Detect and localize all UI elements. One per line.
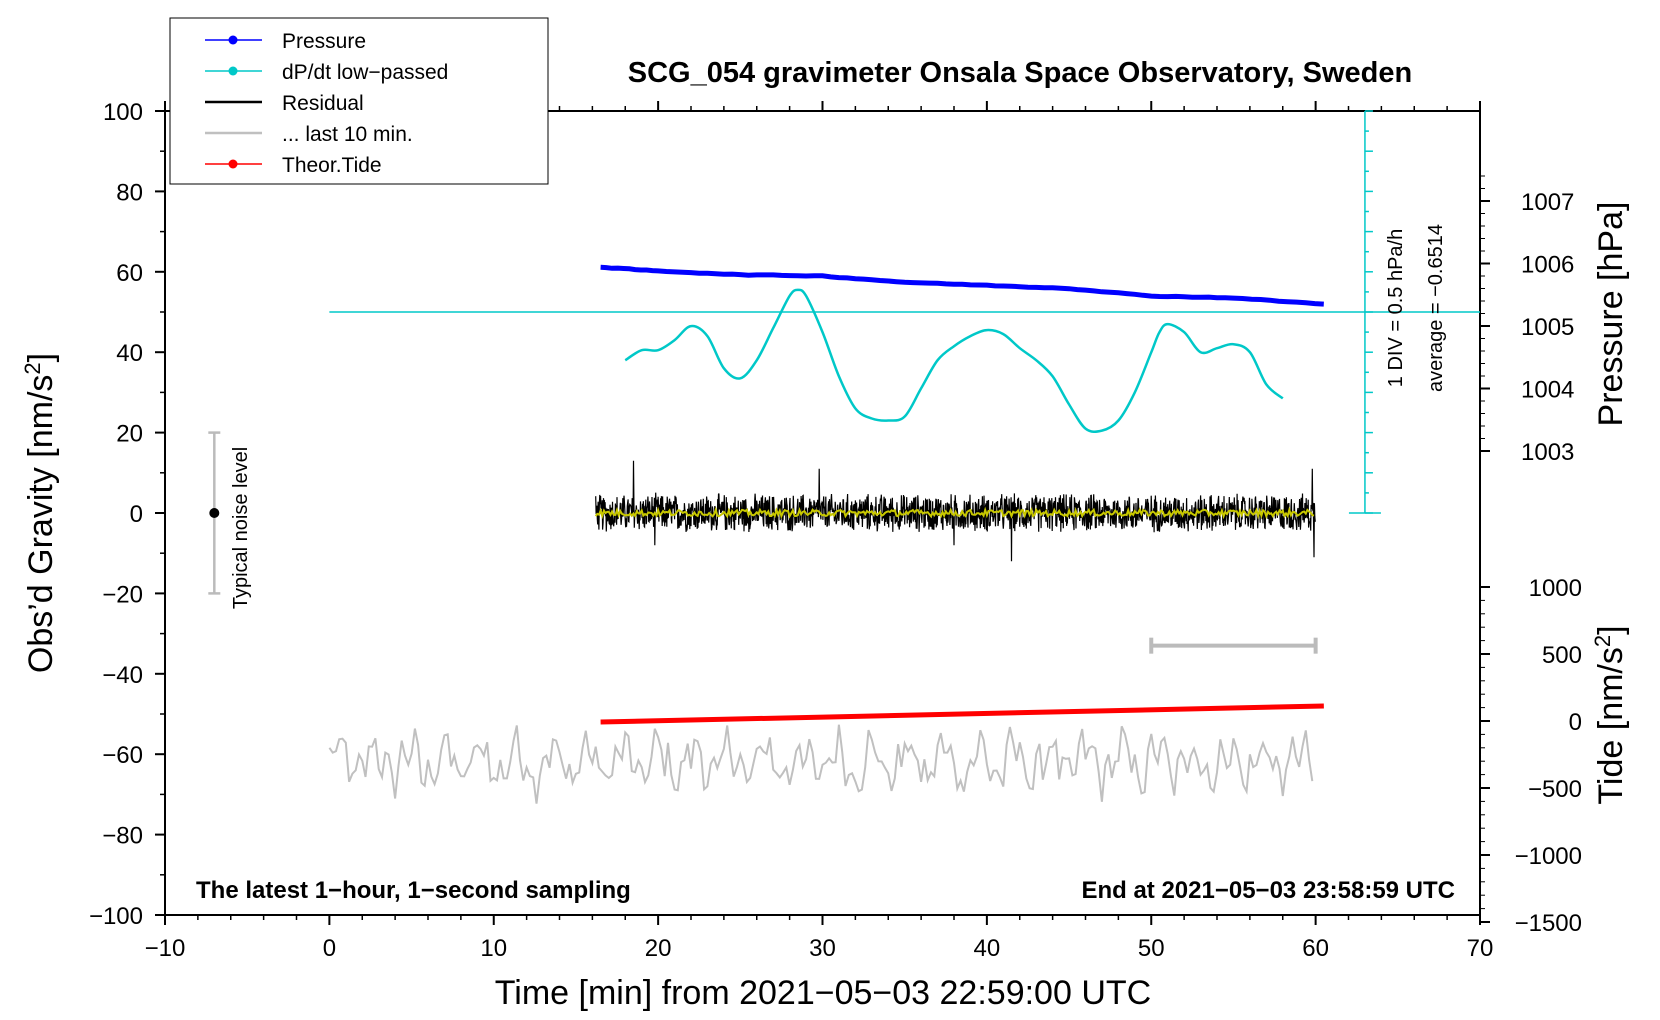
legend-label: dP/dt low−passed <box>282 61 448 84</box>
legend-items: Pressure dP/dt low−passed Residual ... last… <box>205 30 448 177</box>
tide-tick-label: 1000 <box>1529 575 1582 602</box>
x-tick-label: −10 <box>145 935 186 962</box>
x-tick-label: 50 <box>1138 935 1165 962</box>
pressure-tick-label: 1003 <box>1521 439 1574 466</box>
x-tick-label: 60 <box>1302 935 1329 962</box>
pressure-tick-label: 1007 <box>1521 189 1574 216</box>
series-layer <box>328 264 1324 804</box>
x-axis-title: Time [min] from 2021−05−03 22:59:00 UTC <box>495 974 1151 1012</box>
noise-bar <box>208 431 221 595</box>
legend-marker <box>228 159 238 169</box>
x-tick-label: 10 <box>480 935 507 962</box>
y-axis-title-gravity: Obs’d Gravity [nm/s2] <box>20 353 60 673</box>
y-tick-label: 60 <box>116 260 143 287</box>
y-tick-label: −60 <box>102 742 143 769</box>
tide-tick-label: 0 <box>1569 709 1582 736</box>
series-last-10-min <box>328 724 1314 804</box>
y-tick-label: 20 <box>116 421 143 448</box>
legend-label: Residual <box>282 92 364 115</box>
series-pressure <box>600 264 1324 307</box>
y-axis-pressure: 1007 1006 1005 1004 1003 <box>1479 111 1574 915</box>
y-tick-label: −40 <box>102 662 143 689</box>
y-tick-label: 80 <box>116 179 143 206</box>
x-tick-label: 20 <box>645 935 672 962</box>
pressure-tick-label: 1004 <box>1521 377 1574 404</box>
y-tick-label: −20 <box>102 581 143 608</box>
legend-label: ... last 10 min. <box>282 123 413 146</box>
tide-tick-label: −1000 <box>1515 843 1582 870</box>
y-tick-label: −80 <box>102 823 143 850</box>
noise-bar-dot <box>209 508 220 518</box>
scale-bar <box>1149 637 1318 654</box>
y-axis-title-pressure: Pressure [hPa] <box>1592 202 1630 427</box>
tide-tick-label: 500 <box>1542 642 1582 669</box>
y-tick-label: 40 <box>116 340 143 367</box>
pressure-div-label: 1 DIV = 0.5 hPa/h <box>1385 229 1407 387</box>
series-residual <box>595 460 1317 562</box>
y-tick-label: −100 <box>89 903 143 930</box>
x-tick-label: 40 <box>974 935 1001 962</box>
tide-tick-label: −500 <box>1528 776 1582 803</box>
y-axis-title-tide: Tide [nm/s2] <box>1590 625 1630 804</box>
chart-title: SCG_054 gravimeter Onsala Space Observat… <box>628 57 1412 89</box>
x-axis: −10 0 10 20 30 40 50 60 70 <box>145 101 1494 962</box>
tide-tick-label: −1500 <box>1515 910 1582 937</box>
legend: Pressure dP/dt low−passed Residual ... last… <box>169 17 549 185</box>
pressure-tick-label: 1006 <box>1521 252 1574 279</box>
legend-label: Theor.Tide <box>282 154 382 177</box>
series-residual-smoothed <box>594 506 1315 520</box>
annotation-bottom-left: The latest 1−hour, 1−second sampling <box>196 877 631 904</box>
legend-marker <box>228 66 238 76</box>
x-tick-label: 0 <box>323 935 336 962</box>
pressure-tick-label: 1005 <box>1521 314 1574 341</box>
y-axis-tide: 1000 500 0 −500 −1000 −1500 <box>1480 575 1582 937</box>
legend-box <box>169 17 549 185</box>
x-tick-label: 70 <box>1467 935 1494 962</box>
annotation-bottom-right: End at 2021−05−03 23:58:59 UTC <box>1081 877 1455 904</box>
y-axis-gravity: 100 80 60 40 20 0 −20 −40 −60 −80 −100 <box>89 99 165 930</box>
pressure-average-label: average = −0.6514 <box>1425 224 1447 392</box>
y-tick-label: 0 <box>130 501 143 528</box>
y-tick-label: 100 <box>103 99 143 126</box>
pressure-reference <box>329 110 1480 514</box>
series-dpdt <box>624 288 1284 433</box>
legend-label: Pressure <box>282 30 366 53</box>
noise-bar-label: Typical noise level <box>230 447 252 609</box>
legend-marker <box>228 35 238 45</box>
series-theor-tide <box>600 703 1324 725</box>
x-tick-label: 30 <box>809 935 836 962</box>
